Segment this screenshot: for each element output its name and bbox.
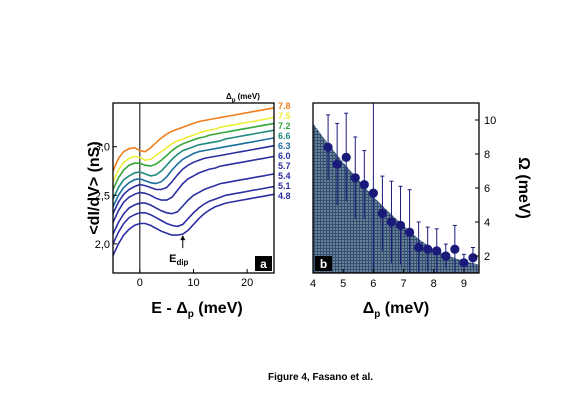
series-line-5.7 [113, 155, 274, 223]
legend-label-6.3: 6.3 [278, 141, 291, 151]
data-point [395, 220, 406, 230]
panel-b: 4 5 6 7 8 9 2 4 6 8 10 Ω (meV) Δp (meV) b [310, 102, 532, 320]
x-tick-label: 7 [400, 278, 406, 290]
series-line-6.3 [113, 137, 274, 208]
panel-a-xlabel: E - Δp (meV) [151, 300, 242, 320]
series-line-7.8 [113, 107, 274, 172]
data-point [359, 180, 369, 190]
panel-b-points [323, 103, 478, 273]
legend-title: Δp (meV) [226, 92, 260, 104]
panel-a-ylabel: <dI/dV> (nS) [86, 141, 103, 234]
legend-label-7.5: 7.5 [278, 111, 291, 121]
figure-caption: Figure 4, Fasano et al. [268, 372, 374, 383]
annotation-arrowhead [180, 235, 186, 241]
annotation-e-dip: Edip [169, 235, 189, 267]
data-point [432, 246, 442, 256]
y-tick-label: 2,5 [95, 190, 110, 202]
y-tick-label: 6 [484, 183, 490, 195]
data-point [350, 173, 360, 183]
data-point [441, 251, 451, 261]
legend-label-5.7: 5.7 [278, 161, 291, 171]
data-point [468, 253, 478, 263]
panel-a-plot-area [113, 103, 274, 273]
legend-label-6.6: 6.6 [278, 131, 291, 141]
legend-label-4.8: 4.8 [278, 191, 291, 201]
x-tick-label: 8 [431, 278, 437, 290]
shaded-region [313, 123, 479, 273]
series-line-5.1 [113, 185, 274, 245]
data-point [404, 227, 415, 237]
x-tick-label: 0 [137, 277, 143, 289]
data-point [323, 142, 333, 152]
x-tick-label: 6 [370, 278, 376, 290]
x-tick-label: 10 [187, 277, 199, 289]
y-tick-label: 2 [484, 251, 490, 263]
x-tick-label: 20 [241, 277, 253, 289]
y-tick-label: 4 [484, 217, 490, 229]
y-tick-label: 8 [484, 149, 490, 161]
series-line-7.2 [113, 122, 274, 190]
series-line-4.8 [113, 193, 274, 256]
panel-a-axes: 0 10 20 2,0 2,5 3,0 [95, 142, 254, 289]
data-point [386, 217, 397, 227]
x-tick-label: 9 [461, 278, 467, 290]
legend-label-7.8: 7.8 [278, 101, 291, 111]
data-point [459, 258, 469, 268]
legend-label-5.4: 5.4 [278, 171, 291, 181]
series-line-5.4 [113, 173, 274, 235]
panel-b-badge [315, 256, 332, 271]
data-point [414, 242, 424, 253]
y-tick-label: 2,0 [95, 239, 110, 251]
legend-label-5.1: 5.1 [278, 181, 291, 191]
x-tick-label: 4 [310, 278, 316, 290]
legend-label-7.2: 7.2 [278, 121, 291, 131]
panel-b-xlabel: Δp (meV) [363, 300, 430, 320]
y-tick-label: 3,0 [95, 142, 110, 154]
series-line-6.0 [113, 144, 274, 215]
panel-a-badge [255, 256, 272, 271]
panel-b-badge-label: b [320, 257, 327, 271]
data-point [332, 159, 342, 169]
data-point [423, 244, 433, 254]
annotation-label: Edip [169, 253, 188, 267]
panel-b-ylabel: Ω (meV) [515, 157, 532, 219]
series-line-6.6 [113, 129, 274, 200]
panel-b-axes: 4 5 6 7 8 9 2 4 6 8 10 [310, 115, 496, 290]
panel-b-plot-area [313, 103, 479, 273]
panel-a: 0 10 20 2,0 2,5 3,0 <dI/dV> (nS) E - Δp (meV)… [86, 92, 291, 320]
data-point [377, 208, 388, 219]
y-tick-label: 10 [484, 115, 496, 127]
data-point [450, 244, 460, 254]
data-point [368, 188, 378, 198]
data-point [341, 152, 351, 162]
series-line-7.5 [113, 116, 274, 183]
x-tick-label: 5 [340, 278, 346, 290]
legend-label-6.0: 6.0 [278, 151, 291, 161]
legend: 7.87.57.26.66.36.05.75.45.14.8 [278, 101, 291, 201]
panel-a-badge-label: a [260, 257, 267, 271]
